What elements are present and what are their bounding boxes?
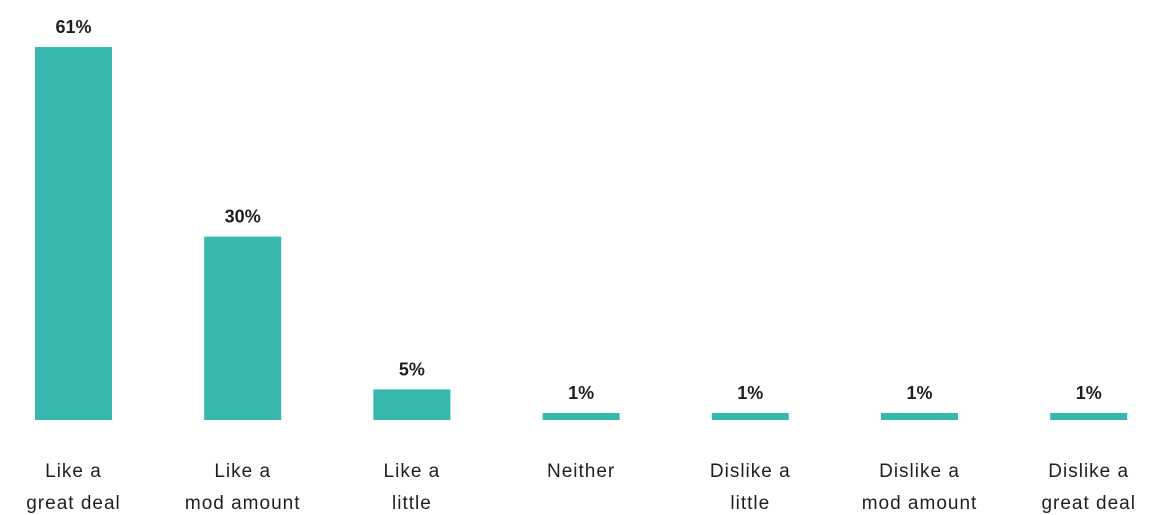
category-label-2-line-1: little: [392, 493, 432, 514]
value-label-3: 1%: [568, 383, 594, 403]
category-label-5-line-1: mod amount: [862, 493, 978, 514]
bar-0: [35, 47, 112, 420]
value-label-4: 1%: [737, 383, 763, 403]
category-label-6-line-0: Dislike a: [1048, 461, 1129, 482]
category-label-6-line-1: great deal: [1041, 493, 1136, 514]
bar-5: [881, 413, 958, 420]
category-label-1-line-0: Like a: [214, 461, 271, 482]
bar-2: [373, 389, 451, 420]
category-label-0-line-1: great deal: [26, 493, 121, 514]
category-label-3-line-0: Neither: [547, 461, 615, 482]
category-label-4-line-1: little: [730, 493, 770, 514]
bar-4: [711, 413, 789, 420]
value-label-1: 30%: [225, 207, 261, 227]
bar-3: [542, 413, 620, 420]
category-label-4-line-0: Dislike a: [710, 461, 791, 482]
value-label-5: 1%: [906, 383, 932, 403]
value-label-6: 1%: [1076, 383, 1102, 403]
value-label-2: 5%: [399, 359, 425, 379]
category-label-2-line-0: Like a: [384, 461, 441, 482]
category-label-0-line-0: Like a: [45, 461, 102, 482]
value-label-0: 61%: [55, 17, 91, 37]
category-label-5-line-0: Dislike a: [879, 461, 960, 482]
category-label-1-line-1: mod amount: [185, 493, 301, 514]
bar-1: [204, 236, 282, 420]
bar-6: [1050, 413, 1128, 420]
